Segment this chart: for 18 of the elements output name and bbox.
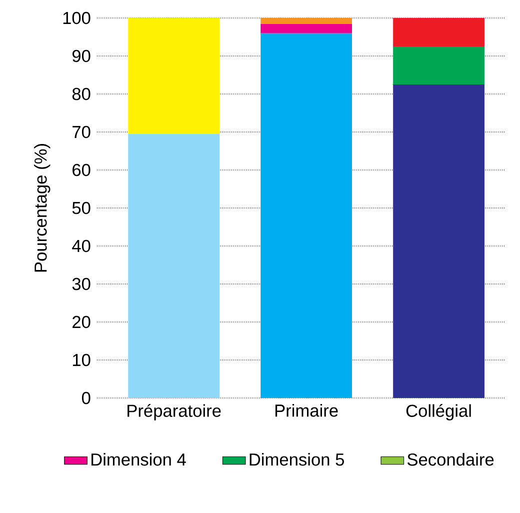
- x-tick-label: Préparatoire: [128, 404, 221, 420]
- x-tick-label: Collégial: [406, 404, 471, 420]
- y-tick-label: 90: [72, 50, 90, 62]
- legend-label: Dimension 4: [92, 452, 186, 466]
- legend-label: Secondaire: [408, 452, 494, 466]
- y-tick-label: 0: [82, 392, 90, 404]
- x-tick-label: Primaire: [275, 404, 338, 417]
- y-tick-label: 40: [72, 240, 90, 252]
- y-axis-title: Pourcentage (%): [34, 144, 50, 272]
- y-tick-label: 20: [72, 316, 90, 328]
- y-tick-label: 50: [72, 202, 90, 214]
- y-tick-label: 100: [63, 12, 90, 24]
- y-tick-label: 80: [72, 88, 90, 100]
- y-tick-label: 60: [72, 164, 90, 176]
- legend-label: Dimension 5: [250, 452, 344, 466]
- y-tick-label: 70: [72, 126, 90, 138]
- y-tick-label: 30: [72, 278, 90, 290]
- y-tick-label: 10: [72, 354, 90, 366]
